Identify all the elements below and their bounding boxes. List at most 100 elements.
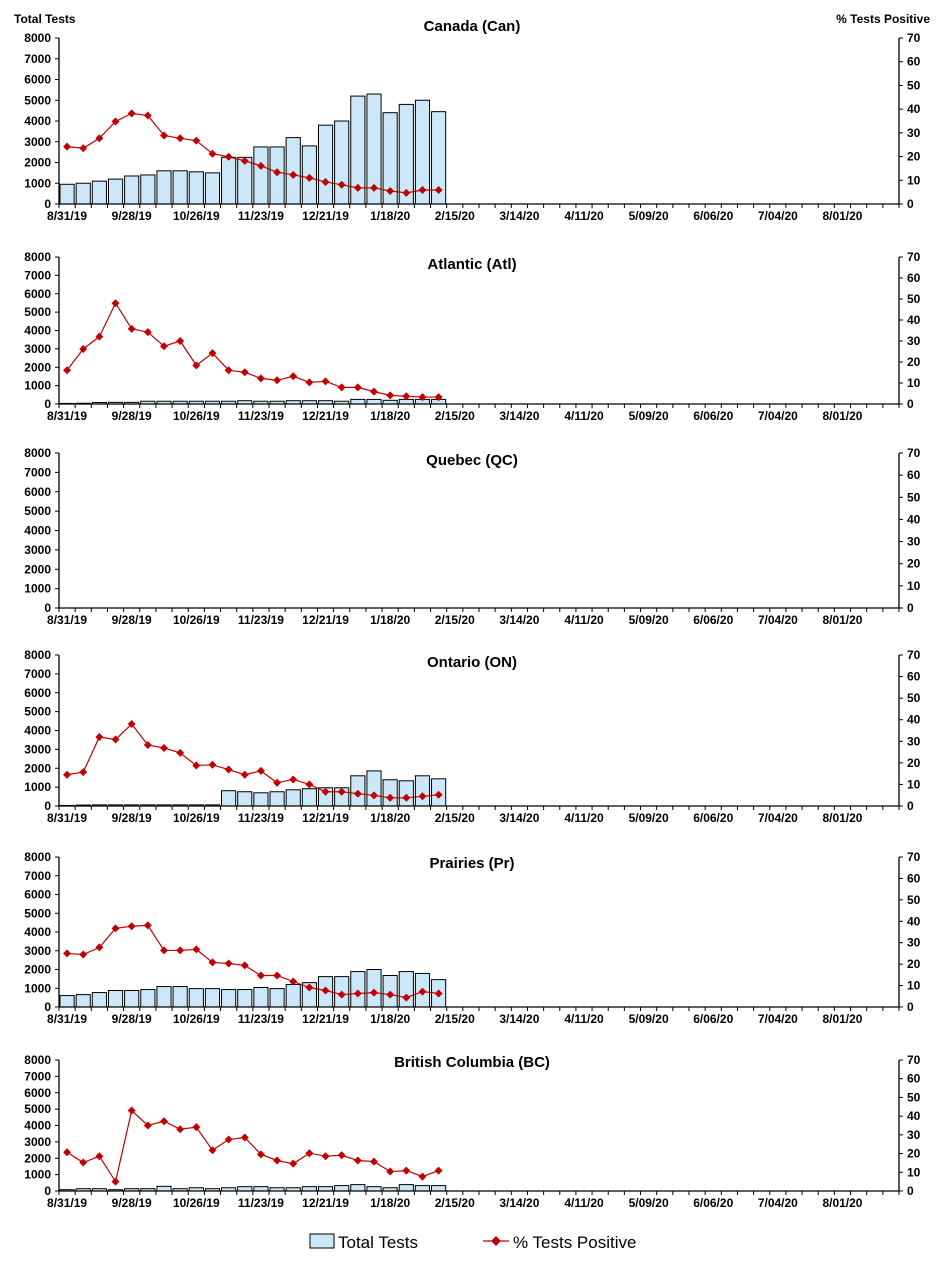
bar-total-tests xyxy=(317,1186,334,1192)
right-tick-label: 10 xyxy=(907,1165,921,1179)
x-tick-label: 9/28/19 xyxy=(112,209,152,223)
bar-total-tests xyxy=(431,1185,447,1192)
left-tick-label: 8000 xyxy=(24,850,51,864)
point-percent-positive xyxy=(418,393,427,402)
bar-total-tests xyxy=(398,1184,414,1192)
panel-atlantic-atl: Atlantic (Atl) 0 1000 2000 3000 4000 5000 6000 7… xyxy=(24,250,920,423)
left-tick-label: 1000 xyxy=(24,582,51,596)
left-tick-label: 6000 xyxy=(24,1086,51,1100)
left-tick-label: 6000 xyxy=(24,888,51,902)
point-percent-positive xyxy=(79,144,88,153)
bar-total-tests xyxy=(59,995,75,1008)
x-tick-label: 1/18/20 xyxy=(370,209,410,223)
point-percent-positive xyxy=(111,117,120,126)
right-tick-label: 40 xyxy=(907,313,921,327)
x-tick-label: 10/26/19 xyxy=(173,209,220,223)
point-percent-positive xyxy=(143,328,152,337)
point-percent-positive xyxy=(305,1149,314,1158)
right-tick-label: 0 xyxy=(907,799,914,813)
left-tick-label: 5000 xyxy=(24,1102,51,1116)
legend-line-label: % Tests Positive xyxy=(513,1233,636,1252)
legend-bar-swatch xyxy=(309,1233,335,1249)
x-tick-label: 11/23/19 xyxy=(238,1196,284,1210)
point-percent-positive xyxy=(192,945,201,954)
bar-total-tests xyxy=(350,1184,366,1192)
x-tick-label: 11/23/19 xyxy=(238,1012,284,1026)
x-tick-label: 8/31/19 xyxy=(47,613,87,627)
right-tick-label: 50 xyxy=(907,78,921,92)
bar-total-tests xyxy=(301,788,317,807)
left-tick-label: 3000 xyxy=(24,135,51,149)
bar-total-tests xyxy=(366,1186,382,1192)
point-percent-positive xyxy=(240,156,249,165)
panel-title: Prairies (Pr) xyxy=(429,855,514,872)
right-tick-label: 60 xyxy=(907,271,921,285)
point-percent-positive xyxy=(289,775,298,784)
point-percent-positive xyxy=(176,748,185,757)
left-tick-label: 3000 xyxy=(24,1135,51,1149)
point-percent-positive xyxy=(289,170,298,179)
left-tick-label: 4000 xyxy=(24,524,51,538)
point-percent-positive xyxy=(256,971,265,980)
left-tick-label: 4000 xyxy=(24,1119,51,1133)
bar-total-tests xyxy=(156,986,172,1008)
bar-total-tests xyxy=(237,1186,253,1192)
left-tick-label: 4000 xyxy=(24,114,51,128)
bar-total-tests xyxy=(221,156,237,205)
x-tick-label: 1/18/20 xyxy=(370,1012,410,1026)
bar-total-tests xyxy=(75,994,91,1008)
bar-total-tests xyxy=(172,170,188,205)
x-tick-label: 5/09/20 xyxy=(629,613,669,627)
x-tick-label: 8/31/19 xyxy=(47,209,87,223)
point-percent-positive xyxy=(256,374,265,383)
bar-total-tests xyxy=(253,146,269,205)
x-tick-label: 5/09/20 xyxy=(629,409,669,423)
x-tick-label: 11/23/19 xyxy=(238,613,284,627)
x-tick-label: 1/18/20 xyxy=(370,1196,410,1210)
point-percent-positive xyxy=(256,1150,265,1159)
left-tick-label: 5000 xyxy=(24,504,51,518)
point-percent-positive xyxy=(160,743,168,752)
point-percent-positive xyxy=(321,1152,330,1161)
panel-quebec-qc: Quebec (QC) 0 1000 2000 3000 4000 5000 6000 7000… xyxy=(24,446,920,627)
point-percent-positive xyxy=(386,391,395,400)
point-percent-positive xyxy=(402,793,411,802)
x-tick-label: 4/11/20 xyxy=(564,1196,604,1210)
right-tick-label: 20 xyxy=(907,355,921,369)
point-percent-positive xyxy=(289,977,298,986)
bar-total-tests xyxy=(91,992,107,1008)
point-percent-positive xyxy=(321,787,330,796)
point-percent-positive xyxy=(402,993,411,1002)
left-tick-label: 1000 xyxy=(24,379,51,393)
panel-canada-can: Canada (Can)0100020003000400050006000700… xyxy=(24,18,920,223)
point-percent-positive xyxy=(208,760,217,769)
point-percent-positive xyxy=(240,368,249,377)
point-percent-positive xyxy=(79,768,88,777)
left-tick-label: 3000 xyxy=(24,944,51,958)
bar-total-tests xyxy=(204,988,221,1008)
left-tick-label: 7000 xyxy=(24,52,51,66)
point-percent-positive xyxy=(160,131,168,140)
point-percent-positive xyxy=(273,971,282,980)
point-percent-positive xyxy=(127,1106,136,1115)
point-percent-positive xyxy=(111,924,120,933)
right-tick-label: 10 xyxy=(907,376,921,390)
x-tick-label: 10/26/19 xyxy=(173,811,220,825)
point-percent-positive xyxy=(418,792,427,801)
point-percent-positive xyxy=(305,780,314,789)
x-tick-label: 1/18/20 xyxy=(370,409,410,423)
right-tick-label: 10 xyxy=(907,979,921,993)
bar-total-tests xyxy=(59,183,75,205)
point-percent-positive xyxy=(273,376,282,385)
point-percent-positive xyxy=(127,922,136,931)
right-tick-label: 60 xyxy=(907,871,921,885)
left-tick-label: 5000 xyxy=(24,705,51,719)
left-tick-label: 2000 xyxy=(24,761,51,775)
x-tick-label: 7/04/20 xyxy=(758,811,798,825)
left-tick-label: 7000 xyxy=(24,1069,51,1083)
point-percent-positive xyxy=(289,1159,298,1168)
panel-title: British Columbia (BC) xyxy=(394,1054,550,1071)
bar-total-tests xyxy=(253,987,269,1008)
panel-title: Quebec (QC) xyxy=(426,452,518,469)
x-tick-label: 3/14/20 xyxy=(499,613,539,627)
